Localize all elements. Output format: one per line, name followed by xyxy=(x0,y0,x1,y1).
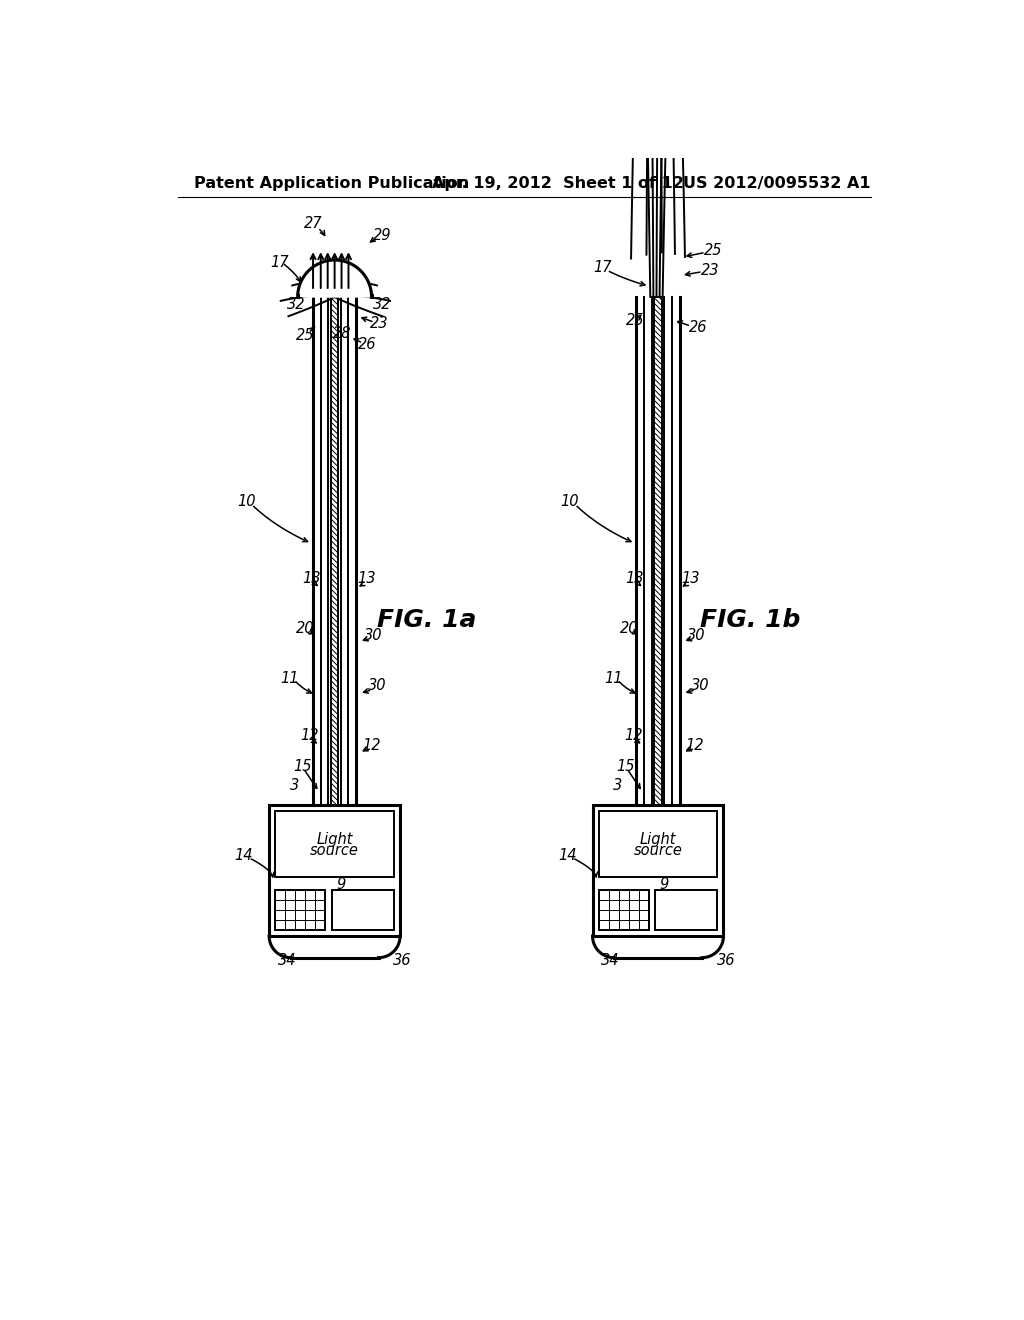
Text: 32: 32 xyxy=(287,297,305,313)
Text: 20: 20 xyxy=(296,620,314,636)
Text: 34: 34 xyxy=(601,953,620,969)
Text: 36: 36 xyxy=(393,953,412,969)
Bar xyxy=(275,812,394,878)
Bar xyxy=(593,805,724,936)
Bar xyxy=(599,812,717,878)
Text: 17: 17 xyxy=(593,260,611,276)
Text: 3: 3 xyxy=(613,779,623,793)
Bar xyxy=(332,890,394,929)
Text: 17: 17 xyxy=(270,255,289,269)
Text: 25: 25 xyxy=(296,327,314,343)
Text: 13: 13 xyxy=(357,570,376,586)
Bar xyxy=(269,805,400,936)
Text: 30: 30 xyxy=(368,678,386,693)
Text: 29: 29 xyxy=(373,228,391,243)
Text: 12: 12 xyxy=(624,729,643,743)
Text: 15: 15 xyxy=(293,759,311,775)
Polygon shape xyxy=(298,260,372,297)
Text: 13: 13 xyxy=(681,570,699,586)
Text: 12: 12 xyxy=(686,738,705,752)
Text: 25: 25 xyxy=(626,313,644,327)
Bar xyxy=(599,890,649,929)
Text: 9: 9 xyxy=(336,878,345,892)
Text: 34: 34 xyxy=(278,953,296,969)
Text: 10: 10 xyxy=(237,494,255,508)
Text: 28: 28 xyxy=(333,326,351,342)
Bar xyxy=(275,890,326,929)
Text: 10: 10 xyxy=(560,494,579,508)
Bar xyxy=(331,297,339,805)
Text: 23: 23 xyxy=(701,263,720,277)
Text: 3: 3 xyxy=(290,779,299,793)
Text: 12: 12 xyxy=(362,738,381,752)
Text: 25: 25 xyxy=(705,243,723,259)
Text: Apr. 19, 2012  Sheet 1 of 12: Apr. 19, 2012 Sheet 1 of 12 xyxy=(432,176,684,190)
Text: 11: 11 xyxy=(604,671,623,685)
Text: 30: 30 xyxy=(364,628,382,643)
Bar xyxy=(655,890,717,929)
Text: 36: 36 xyxy=(717,953,735,969)
Text: 14: 14 xyxy=(558,847,577,863)
Text: FIG. 1b: FIG. 1b xyxy=(700,609,801,632)
Text: 27: 27 xyxy=(304,216,323,231)
Text: 26: 26 xyxy=(357,337,376,352)
Text: Patent Application Publication: Patent Application Publication xyxy=(194,176,469,190)
Text: Light: Light xyxy=(640,832,676,847)
Text: 11: 11 xyxy=(281,671,299,685)
Text: 12: 12 xyxy=(301,729,319,743)
Text: source: source xyxy=(634,843,682,858)
Text: 30: 30 xyxy=(687,628,706,643)
Text: 30: 30 xyxy=(691,678,710,693)
Text: 14: 14 xyxy=(234,847,253,863)
Text: 20: 20 xyxy=(620,620,638,636)
Text: 26: 26 xyxy=(689,321,708,335)
Bar xyxy=(654,297,662,805)
Text: FIG. 1a: FIG. 1a xyxy=(377,609,477,632)
Text: 13: 13 xyxy=(302,570,321,586)
Text: 23: 23 xyxy=(370,317,388,331)
Text: US 2012/0095532 A1: US 2012/0095532 A1 xyxy=(683,176,871,190)
Text: Light: Light xyxy=(316,832,353,847)
Text: 15: 15 xyxy=(616,759,635,775)
Text: 13: 13 xyxy=(626,570,644,586)
Text: 9: 9 xyxy=(659,878,669,892)
Text: source: source xyxy=(310,843,359,858)
Text: 32: 32 xyxy=(373,297,391,313)
